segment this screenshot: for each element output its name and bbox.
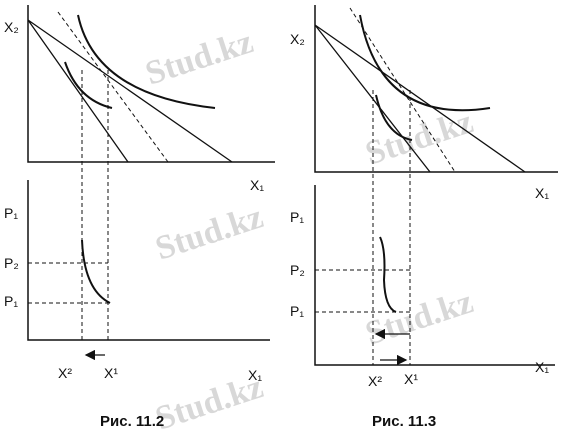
x-label: X₁	[535, 185, 549, 201]
demand-curve	[81, 239, 111, 304]
caption: Рис. 11.2	[100, 413, 164, 430]
x-label: X₁	[248, 367, 262, 383]
y-label: X₂	[4, 19, 19, 35]
figure-11-2: X₂ X₁ P₁ P₂ P₁ X₁ X² X¹ Рис. 11.2	[4, 5, 275, 430]
caption: Рис. 11.3	[372, 413, 436, 430]
budget-lines	[27, 19, 233, 163]
x-label: X₁	[250, 177, 264, 193]
demand-curve	[379, 236, 397, 313]
tick-label: X¹	[404, 371, 418, 387]
indifference-curve	[64, 61, 113, 109]
indifference-curve	[375, 94, 413, 141]
tick-label: P₁	[290, 303, 304, 319]
dashed-budget-line	[349, 7, 456, 173]
guides	[28, 70, 109, 340]
axes	[27, 5, 275, 163]
y-label: X₂	[290, 31, 305, 47]
tick-label: P₂	[4, 255, 19, 271]
axes	[27, 180, 270, 341]
axes	[314, 185, 555, 366]
watermark: Stud.kz	[151, 198, 268, 267]
y-label: P₁	[290, 209, 304, 225]
tick-label: X²	[368, 373, 382, 389]
watermarks: Stud.kz Stud.kz Stud.kz Stud.kz Stud.kz	[141, 23, 478, 435]
watermark: Stud.kz	[361, 283, 478, 352]
watermark: Stud.kz	[141, 23, 258, 92]
axes	[314, 5, 558, 173]
indifference-curve	[77, 14, 216, 109]
figure-11-3: X₂ X₁ P₁ P₂ P₁ X₁ X² X¹ Рис. 11.3	[290, 5, 558, 430]
x-label: X₁	[535, 359, 549, 375]
dashed-budget-line	[57, 11, 169, 163]
indifference-curve	[359, 14, 491, 112]
tick-label: P₁	[4, 293, 18, 309]
tick-label: X¹	[104, 365, 118, 381]
y-label: P₁	[4, 205, 18, 221]
tick-label: P₂	[290, 262, 305, 278]
watermark: Stud.kz	[361, 103, 478, 172]
tick-label: X²	[58, 365, 72, 381]
